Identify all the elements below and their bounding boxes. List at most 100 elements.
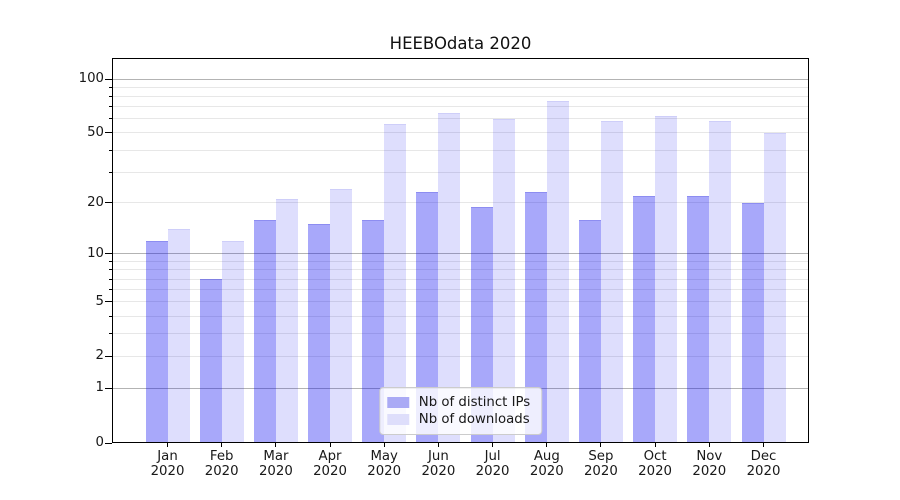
- gridline-6: [112, 289, 809, 290]
- bar-downloads-jun: [438, 112, 461, 443]
- x-tick-label-line: Aug: [533, 449, 560, 464]
- bar-ips-sep: [578, 219, 601, 443]
- x-tick-label-line: 2020: [258, 463, 293, 479]
- x-tick-jul: [492, 443, 494, 447]
- x-tick-apr: [329, 443, 331, 447]
- bar-downloads-dec: [763, 132, 786, 443]
- y-tick-label-10: 10: [87, 245, 104, 261]
- bar-downloads-mar: [275, 199, 298, 443]
- y-minor-tick-9: [109, 260, 112, 262]
- x-tick-label-may: May 2020: [349, 449, 419, 479]
- y-tick-label-50: 50: [87, 124, 104, 140]
- x-tick-label-aug: Aug 2020: [512, 449, 582, 479]
- legend-label-downloads: Nb of downloads: [418, 412, 530, 427]
- gridline-2: [112, 355, 809, 357]
- gridline-80: [112, 95, 809, 97]
- gridline-40: [112, 149, 809, 151]
- y-minor-tick-8: [109, 269, 112, 271]
- x-tick-sep: [600, 443, 602, 447]
- x-tick-label-line: May: [370, 449, 398, 464]
- x-tick-nov: [708, 443, 710, 447]
- x-tick-label-line: Feb: [209, 449, 234, 464]
- legend-label-distinct-ips: Nb of distinct IPs: [418, 395, 531, 410]
- x-tick-dec: [763, 443, 764, 447]
- y-tick-50: [105, 132, 112, 134]
- x-tick-label-line: 2020: [529, 463, 564, 479]
- x-tick-label-line: 2020: [204, 463, 239, 479]
- bar-downloads-jul: [492, 118, 515, 443]
- x-tick-label-line: 2020: [367, 463, 402, 479]
- bar-downloads-jan: [167, 229, 190, 443]
- y-tick-label-0: 0: [95, 435, 104, 450]
- x-tick-label-nov: Nov 2020: [674, 449, 744, 479]
- bar-ips-jun: [416, 192, 439, 443]
- x-tick-label-line: Nov: [696, 449, 723, 464]
- x-tick-label-line: Dec: [750, 449, 777, 464]
- legend-entry-downloads: Nb of downloads: [386, 411, 530, 428]
- y-minor-tick-7: [109, 278, 112, 280]
- x-tick-jan: [167, 443, 168, 447]
- bar-ips-apr: [308, 224, 330, 443]
- x-tick-feb: [221, 443, 223, 447]
- y-tick-label-100: 100: [78, 71, 104, 86]
- y-minor-tick-3: [109, 333, 112, 335]
- bar-downloads-aug: [546, 101, 569, 443]
- bar-downloads-oct: [655, 116, 678, 443]
- x-tick-aug: [546, 443, 548, 447]
- x-tick-label-line: Apr: [318, 449, 342, 464]
- x-tick-label-line: Jul: [484, 449, 501, 464]
- y-tick-100: [105, 78, 112, 80]
- legend-swatch-downloads: [386, 414, 409, 425]
- gridline-major-10: [112, 253, 809, 255]
- x-tick-label-jul: Jul 2020: [458, 449, 528, 479]
- bar-ips-dec: [741, 202, 764, 443]
- x-tick-label-jan: Jan 2020: [133, 449, 203, 479]
- x-tick-label-line: 2020: [475, 463, 510, 479]
- x-tick-label-apr: Apr 2020: [295, 449, 365, 479]
- x-tick-label-line: Sep: [588, 449, 614, 464]
- bar-ips-aug: [524, 192, 547, 443]
- x-tick-label-line: 2020: [583, 463, 618, 479]
- gridline-20: [112, 202, 809, 204]
- gridline-60: [112, 118, 809, 120]
- x-tick-jun: [437, 443, 439, 447]
- bar-ips-mar: [253, 219, 276, 443]
- bar-ips-nov: [687, 195, 710, 443]
- x-tick-label-feb: Feb 2020: [187, 449, 257, 479]
- gridline-8: [112, 269, 809, 271]
- y-tick-0: [105, 442, 112, 444]
- x-tick-label-line: 2020: [150, 463, 185, 479]
- x-tick-label-mar: Mar 2020: [241, 449, 311, 479]
- x-tick-label-line: 2020: [313, 463, 347, 479]
- x-tick-label-line: 2020: [692, 463, 727, 479]
- bar-ips-jul: [470, 206, 493, 443]
- bar-downloads-may: [384, 124, 407, 443]
- bar-ips-oct: [633, 195, 656, 443]
- chart-title: HEEBOdata 2020: [389, 34, 532, 53]
- x-tick-label-line: Oct: [643, 449, 667, 464]
- x-tick-label-line: Mar: [263, 449, 289, 464]
- y-minor-tick-60: [109, 118, 112, 120]
- x-tick-label-line: 2020: [638, 463, 673, 479]
- gridline-7: [112, 278, 809, 280]
- y-minor-tick-4: [109, 315, 112, 317]
- x-tick-oct: [654, 443, 656, 447]
- y-tick-label-1: 1: [95, 380, 104, 396]
- y-minor-tick-80: [109, 95, 112, 97]
- bar-ips-jan: [145, 240, 168, 443]
- x-tick-label-line: 2020: [421, 463, 456, 479]
- y-tick-label-20: 20: [87, 194, 104, 210]
- gridline-30: [112, 171, 809, 173]
- y-tick-label-2: 2: [95, 348, 104, 364]
- y-minor-tick-30: [109, 171, 112, 173]
- gridline-5: [112, 301, 809, 303]
- x-tick-label-sep: Sep 2020: [566, 449, 636, 479]
- y-tick-2: [105, 355, 112, 357]
- gridline-major-100: [112, 78, 809, 80]
- x-tick-label-line: Jan: [157, 449, 178, 464]
- bar-downloads-sep: [600, 121, 623, 443]
- y-minor-tick-40: [109, 149, 112, 151]
- gridline-90: [112, 86, 809, 88]
- x-tick-label-dec: Dec 2020: [729, 449, 799, 479]
